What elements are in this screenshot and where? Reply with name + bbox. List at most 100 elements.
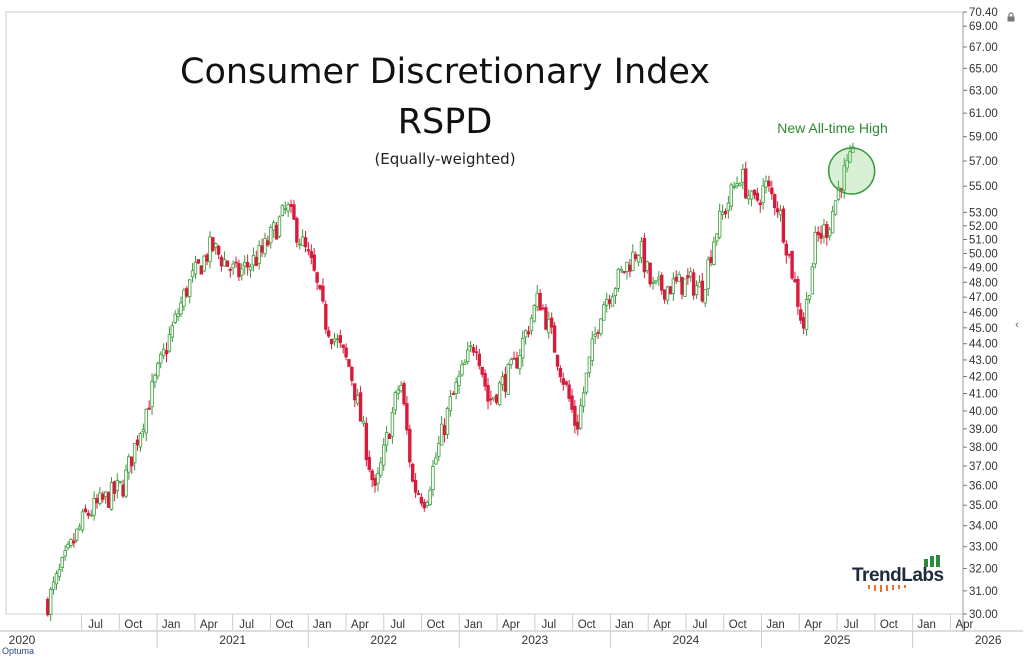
candle-body	[836, 187, 841, 200]
candle-body	[439, 423, 444, 446]
y-tick-label: 59.00	[969, 132, 998, 144]
candle-body	[216, 245, 221, 255]
x-month-label: Jan	[615, 619, 634, 631]
logo-text: TrendLabs	[852, 565, 944, 586]
candle-body	[396, 389, 400, 394]
candle-body	[657, 276, 661, 280]
candle-body	[471, 347, 476, 353]
x-year-label: 2020	[9, 633, 36, 647]
candle-body	[744, 168, 748, 199]
x-month-label: Jul	[88, 619, 103, 631]
candle-body	[318, 284, 322, 289]
x-month-label: Apr	[502, 619, 520, 631]
y-tick-label: 50.00	[969, 248, 998, 260]
candle-body	[497, 382, 502, 406]
candle-body	[153, 374, 157, 383]
chevron-left-icon[interactable]: ‹	[1015, 319, 1019, 331]
candle-body	[726, 202, 731, 211]
candle-body	[706, 259, 710, 290]
candle-body	[353, 383, 357, 401]
candle-body	[92, 498, 96, 516]
candle-body	[266, 240, 270, 246]
provider-brand: Optuma	[2, 646, 35, 656]
candle-body	[587, 356, 592, 374]
candle-body	[512, 357, 516, 360]
candle-body	[306, 249, 311, 252]
candle-body	[86, 512, 91, 516]
candle-body	[109, 482, 114, 510]
candle-body	[196, 259, 201, 264]
y-tick-label: 30.00	[969, 609, 998, 621]
candle-body	[422, 501, 426, 509]
candle-body	[599, 318, 603, 335]
candle-body	[573, 405, 577, 426]
candle-body	[466, 349, 470, 363]
y-tick-label: 40.00	[969, 406, 998, 418]
candle-body	[683, 278, 687, 297]
x-month-label: Apr	[653, 619, 671, 631]
candle-body	[781, 208, 786, 243]
candle-body	[828, 229, 832, 237]
candle-body	[248, 266, 253, 271]
candle-body	[199, 265, 203, 275]
candle-body	[532, 305, 537, 322]
candle-body	[454, 381, 458, 394]
candle-body	[89, 514, 93, 517]
candle-body	[367, 456, 371, 470]
candle-body	[350, 367, 354, 381]
candle-body	[347, 359, 351, 367]
y-tick-label: 42.00	[969, 372, 998, 384]
candle-body	[289, 204, 293, 207]
candle-body	[63, 550, 67, 557]
candle-body	[72, 540, 76, 544]
candle-body	[286, 204, 290, 212]
lock-icon[interactable]	[1006, 12, 1016, 22]
candle-body	[651, 281, 655, 284]
y-tick-label: 33.00	[969, 542, 998, 554]
chart-title: Consumer Discretionary Index	[180, 52, 710, 92]
candle-body	[492, 396, 496, 400]
candle-body	[619, 268, 623, 272]
y-tick-label: 37.00	[969, 461, 998, 473]
candle-body	[425, 502, 429, 506]
candle-body	[384, 432, 389, 446]
candle-body	[555, 354, 560, 367]
candle-body	[483, 373, 487, 387]
candle-body	[66, 543, 70, 549]
y-tick-label: 34.00	[969, 521, 998, 533]
candle-body	[790, 250, 794, 279]
candle-body	[182, 289, 186, 307]
candle-body	[257, 245, 261, 264]
candle-body	[176, 313, 180, 317]
candle-body	[54, 573, 59, 585]
candle-body	[413, 479, 418, 493]
x-month-label: Jan	[162, 619, 181, 631]
candle-body	[680, 276, 684, 295]
candle-body	[80, 511, 85, 531]
candle-body	[338, 335, 342, 344]
candle-body	[463, 362, 467, 365]
candle-body	[399, 384, 403, 392]
candle-body	[127, 456, 131, 473]
candle-body	[164, 350, 169, 355]
candle-body	[300, 236, 305, 247]
candle-body	[807, 295, 812, 300]
candle-body	[292, 204, 296, 220]
candle-body	[254, 256, 259, 266]
candle-body	[845, 159, 849, 169]
candle-body	[245, 262, 250, 268]
candle-body	[309, 251, 314, 259]
candle-body	[211, 237, 215, 251]
x-month-label: Apr	[955, 619, 973, 631]
candle-body	[775, 208, 780, 213]
y-tick-label: 63.00	[969, 85, 998, 97]
candle-body	[393, 392, 398, 411]
candle-body	[202, 255, 206, 272]
candle-body	[121, 484, 125, 497]
candle-body	[729, 184, 733, 207]
candle-body	[654, 279, 658, 283]
candle-body	[161, 348, 166, 356]
x-month-label: Jan	[313, 619, 332, 631]
candle-body	[431, 466, 435, 490]
y-tick-label: 35.00	[969, 500, 998, 512]
